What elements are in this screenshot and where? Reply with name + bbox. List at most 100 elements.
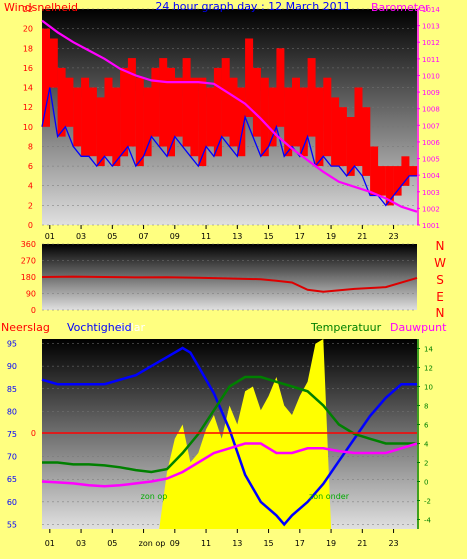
wind-gust-bar	[377, 166, 386, 196]
hour-tick-label: 23	[388, 232, 398, 241]
dewpoint-label: Dauwpunt	[390, 321, 447, 334]
barometer-tick-label: 1004	[422, 172, 440, 180]
humidity-tick-label: 85	[7, 385, 17, 394]
wind-gust-bar	[159, 58, 168, 147]
humidity-series	[41, 346, 417, 527]
wind-gust-bar	[260, 77, 269, 157]
barometer-tick-label: 1014	[422, 6, 440, 14]
barometer-tick-label: 1003	[422, 189, 440, 197]
wind-gust-bar	[338, 107, 347, 167]
sunrise-label: zon op	[141, 492, 168, 501]
solar-area	[159, 339, 332, 529]
wind-gust-bar	[96, 97, 105, 167]
direction-tick-label: 90	[26, 290, 36, 299]
barometer-tick-label: 1006	[422, 139, 440, 147]
wind-gust-bar	[151, 67, 160, 137]
wind-speed-axis-ticks: 0 2 4 6 8 10 12 14 16 18 20 22	[23, 5, 33, 230]
temperature-tick-label: 4	[424, 441, 429, 449]
wind-gust-bar	[237, 87, 246, 157]
hour-tick-label: 03	[76, 539, 86, 548]
wind-speed-tick-label: 0	[28, 221, 33, 230]
wind-gust-bar	[323, 77, 332, 157]
barometer-tick-label: 1002	[422, 205, 440, 213]
barometer-tick-label: 1005	[422, 156, 440, 164]
wind-gust-bar	[268, 87, 277, 147]
humidity-axis-ticks: 55 60 65 70 75 80 85 90 95	[7, 340, 17, 530]
wind-gust-bar	[73, 87, 82, 147]
hour-tick-label: 13	[232, 232, 242, 241]
humidity-tick-label: 95	[7, 340, 17, 349]
compass-n-bottom: N	[436, 306, 445, 320]
humidity-tick-label: 90	[7, 362, 17, 371]
wind-gust-bar	[362, 107, 371, 176]
wind-gust-bar	[65, 77, 74, 127]
hour-tick-label: 09	[170, 232, 180, 241]
direction-tick-label: 180	[21, 273, 36, 282]
rain-axis-ticks: 0	[31, 429, 36, 438]
wind-gust-bar	[143, 87, 152, 157]
compass-w: W	[434, 256, 446, 270]
hour-tick-label: 09	[170, 539, 180, 548]
graph-title: 24 hour graph day : 12 March 2011	[155, 0, 350, 13]
temperature-axis-ticks: -4 -2 0 2 4 6 8 10 12 14	[417, 339, 433, 529]
hour-tick-label: 17	[295, 539, 305, 548]
wind-gust-bar	[174, 77, 183, 137]
temperature-tick-label: 0	[424, 479, 428, 487]
wind-gust-bar	[354, 87, 363, 166]
humidity-tick-label: 75	[7, 430, 17, 439]
wind-gust-bar	[190, 77, 199, 157]
barometer-tick-label: 1013	[422, 23, 440, 31]
barometer-tick-label: 1008	[422, 106, 440, 114]
temperature-label: Temperatuur	[310, 321, 382, 334]
solar-series	[159, 339, 332, 529]
humidity-label: Vochtigheid	[67, 321, 132, 334]
wind-speed-tick-label: 4	[28, 182, 33, 191]
wind-gust-bar	[206, 87, 215, 147]
wind-direction-series	[41, 275, 418, 293]
hour-tick-label: 15	[263, 539, 273, 548]
wind-gust-bar	[245, 38, 254, 117]
direction-axis-ticks: 0 90 180 270 360	[21, 240, 36, 315]
hour-tick-label: 21	[357, 232, 367, 241]
humidity-tick-label: 70	[7, 453, 17, 462]
wind-gust-bar	[57, 67, 66, 137]
barometer-label: Barometer	[371, 1, 430, 14]
direction-tick-label: 270	[21, 257, 36, 266]
compass-n-top: N	[436, 239, 445, 253]
barometer-tick-label: 1001	[422, 222, 440, 230]
wind-gust-bar	[229, 77, 238, 147]
temperature-tick-label: -2	[424, 498, 431, 506]
wind-gust-bar	[315, 87, 324, 166]
wind-gust-bar	[331, 97, 340, 167]
wind-gust-bar	[409, 166, 418, 176]
humidity-tick-label: 55	[7, 520, 17, 529]
wind-direction-line	[41, 275, 418, 293]
hour-tick-label: 23	[388, 539, 398, 548]
wind-speed-tick-label: 20	[23, 25, 33, 34]
wind-average-line	[41, 87, 417, 207]
wind-speed-tick-label: 14	[23, 84, 33, 93]
hour-tick-label: 11	[201, 539, 211, 548]
wind-speed-tick-label: 16	[23, 64, 33, 73]
hour-tick-label: 05	[107, 539, 117, 548]
wind-gust-bar	[127, 58, 136, 147]
wind-gust-bar	[104, 77, 113, 157]
wind-gust-bar	[370, 146, 379, 196]
temperature-tick-label: 6	[424, 422, 429, 430]
barometer-tick-label: 1009	[422, 89, 440, 97]
wind-gust-bars	[42, 28, 418, 206]
dewpoint-series	[41, 442, 418, 488]
temperature-line	[42, 375, 417, 474]
barometer-tick-label: 1007	[422, 122, 440, 130]
wind-speed-tick-label: 18	[23, 44, 33, 53]
wind-speed-tick-label: 12	[23, 103, 33, 112]
wind-gust-bar	[42, 28, 50, 127]
temperature-tick-label: 8	[424, 403, 428, 411]
wind-gust-bar	[299, 87, 308, 157]
humidity-line	[41, 346, 417, 527]
hour-tick-label: 05	[107, 232, 117, 241]
wind-speed-tick-label: 10	[23, 123, 33, 132]
direction-tick-label: 360	[21, 240, 36, 249]
wind-gust-bar	[385, 166, 394, 206]
